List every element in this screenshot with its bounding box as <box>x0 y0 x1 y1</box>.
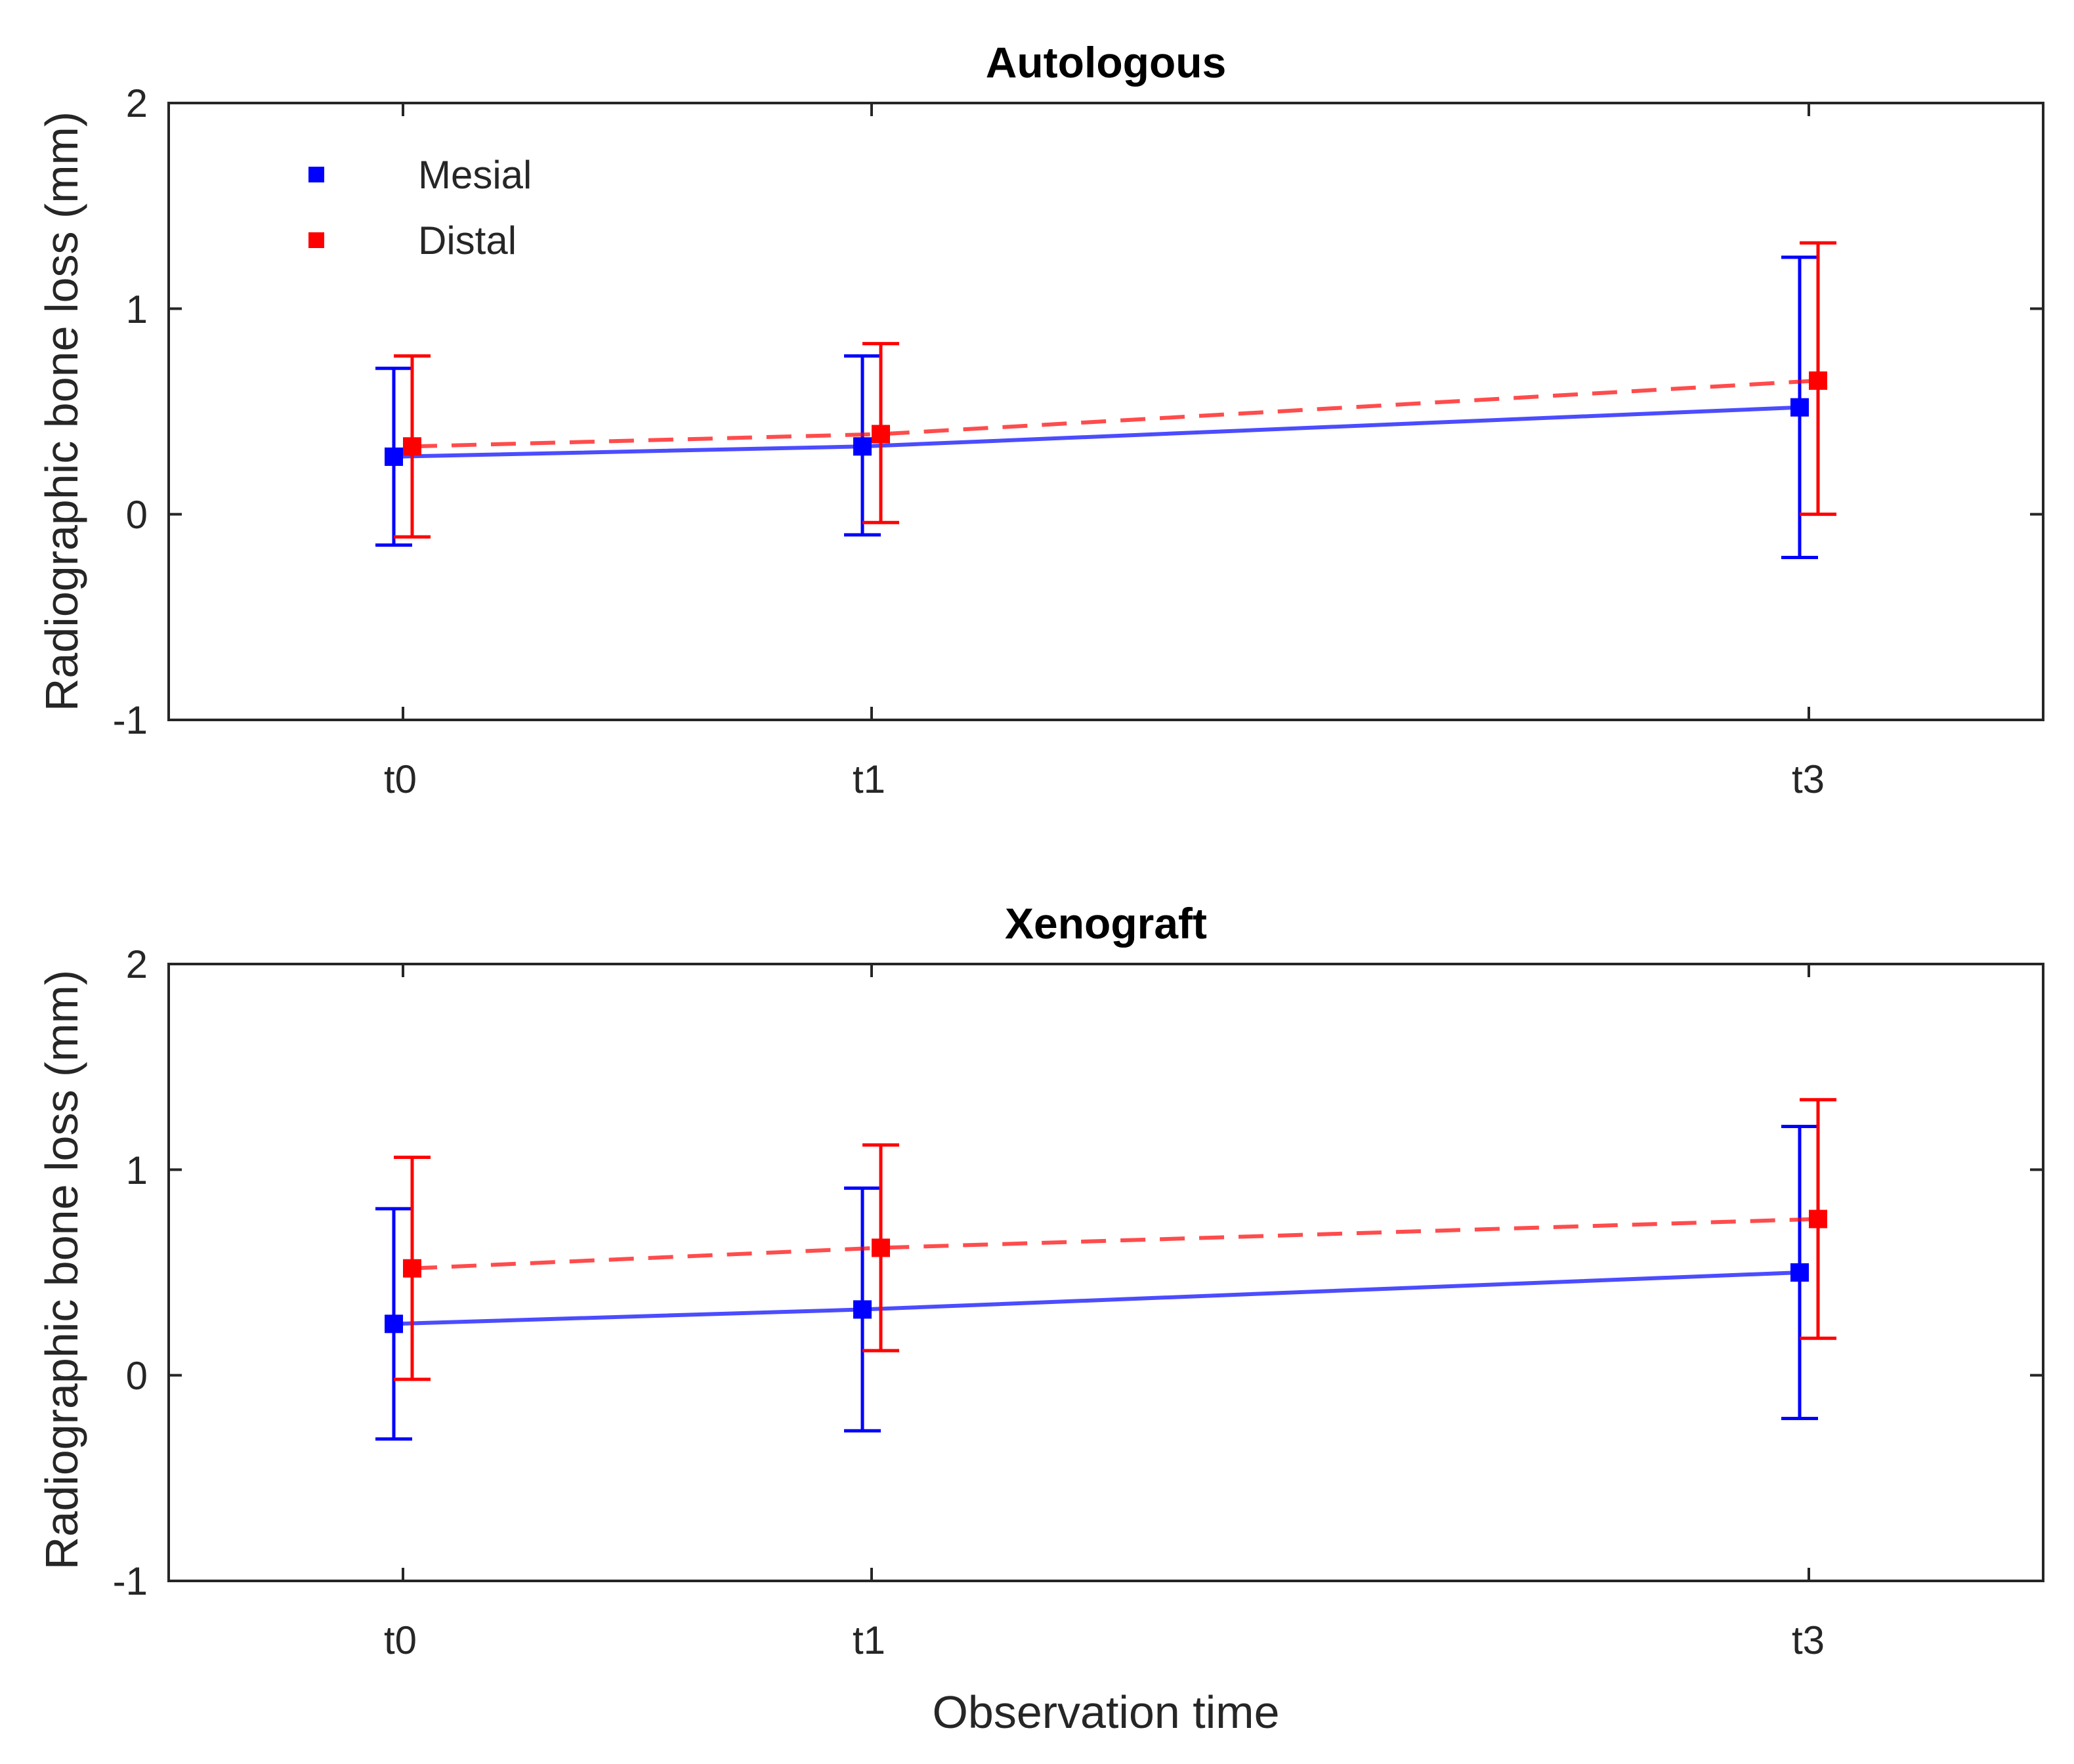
x-tick-labels: t0 t1 t3 <box>384 757 1825 801</box>
x-tick-label: t1 <box>853 757 885 801</box>
data-point-mesial <box>1790 398 1809 417</box>
x-tick-labels: t0 t1 t3 <box>384 1618 1825 1662</box>
data-point-mesial <box>853 1300 872 1319</box>
x-tick-label: t3 <box>1792 1618 1825 1662</box>
x-tick-label: t0 <box>384 757 417 801</box>
data-point-mesial <box>853 437 872 456</box>
x-tick-label: t3 <box>1792 757 1825 801</box>
legend: Mesial Distal <box>308 153 532 262</box>
data-point-mesial <box>385 447 403 466</box>
y-tick-label: 0 <box>126 1354 148 1398</box>
legend-label-mesial: Mesial <box>418 153 532 197</box>
legend-marker-distal <box>308 232 324 248</box>
x-axis-label: Observation time <box>932 1687 1279 1738</box>
y-tick-label: 2 <box>126 942 148 986</box>
y-axis-label: Radiographic bone loss (mm) <box>36 970 87 1570</box>
plot-frame <box>167 102 2044 721</box>
y-tick-label: 1 <box>126 1148 148 1192</box>
x-tick-label: t1 <box>853 1618 885 1662</box>
legend-marker-mesial <box>308 167 324 182</box>
plot-frame <box>167 963 2044 1582</box>
y-tick-label: -1 <box>113 698 148 742</box>
data-point-distal <box>403 437 421 456</box>
data-point-distal <box>403 1259 421 1278</box>
chart-title: Xenograft <box>1005 899 1207 948</box>
data-point-mesial <box>1790 1263 1809 1282</box>
data-point-mesial <box>385 1314 403 1334</box>
data-point-distal <box>872 425 890 444</box>
y-tick-label: -1 <box>113 1559 148 1603</box>
y-tick-labels: -1 0 1 2 <box>113 81 148 742</box>
y-tick-label: 1 <box>126 287 148 331</box>
chart-panel-xenograft: Xenograft Radiographic bone loss (mm) -1… <box>36 899 2044 1738</box>
x-tick-label: t0 <box>384 1618 417 1662</box>
y-tick-label: 2 <box>126 81 148 125</box>
y-tick-label: 0 <box>126 493 148 537</box>
chart-title: Autologous <box>986 38 1227 87</box>
chart-panel-autologous: Autologous Radiographic bone loss (mm) -… <box>36 38 2044 801</box>
legend-label-distal: Distal <box>418 219 517 262</box>
y-tick-labels: -1 0 1 2 <box>113 942 148 1603</box>
data-point-distal <box>872 1238 890 1257</box>
plot-marks <box>169 963 2043 1582</box>
y-axis-label: Radiographic bone loss (mm) <box>36 112 87 711</box>
data-point-distal <box>1809 1209 1827 1228</box>
plot-marks <box>169 102 2043 721</box>
data-point-distal <box>1809 371 1827 390</box>
